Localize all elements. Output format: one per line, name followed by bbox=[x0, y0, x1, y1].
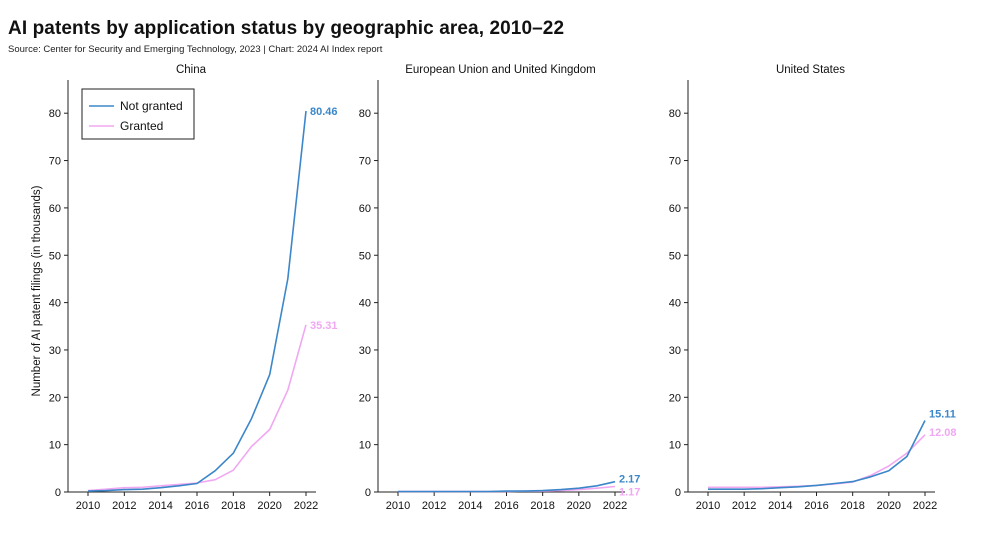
y-tick-label: 10 bbox=[49, 440, 61, 452]
series-line-not-granted bbox=[708, 420, 926, 491]
y-tick-label: 30 bbox=[49, 345, 61, 357]
legend-label-not-granted: Not granted bbox=[120, 99, 183, 113]
x-tick-label: 2020 bbox=[567, 500, 591, 512]
y-tick-label: 80 bbox=[49, 108, 61, 120]
end-label-not-granted: 80.46 bbox=[310, 106, 338, 118]
y-tick-label: 80 bbox=[359, 108, 371, 120]
y-tick-label: 40 bbox=[49, 298, 61, 310]
y-tick-label: 80 bbox=[669, 108, 681, 120]
y-tick-label: 60 bbox=[49, 203, 61, 215]
legend-box bbox=[81, 88, 195, 140]
x-tick-label: 2022 bbox=[913, 500, 937, 512]
chart-source: Source: Center for Security and Emerging… bbox=[8, 44, 383, 55]
y-tick-label: 60 bbox=[359, 203, 371, 215]
y-tick-label: 40 bbox=[359, 298, 371, 310]
x-tick-label: 2012 bbox=[422, 500, 446, 512]
end-label-granted: 1.17 bbox=[619, 486, 640, 498]
end-label-not-granted: 2.17 bbox=[619, 474, 640, 486]
y-tick-label: 40 bbox=[669, 298, 681, 310]
y-tick-label: 0 bbox=[675, 487, 681, 499]
y-tick-label: 20 bbox=[669, 392, 681, 404]
x-tick-label: 2016 bbox=[804, 500, 828, 512]
x-tick-label: 2020 bbox=[877, 500, 901, 512]
x-tick-label: 2016 bbox=[494, 500, 518, 512]
y-tick-label: 0 bbox=[365, 487, 371, 499]
x-tick-label: 2022 bbox=[603, 500, 627, 512]
chart-title: AI patents by application status by geog… bbox=[8, 18, 565, 39]
x-tick-label: 2018 bbox=[221, 500, 245, 512]
x-tick-label: 2010 bbox=[386, 500, 410, 512]
x-tick-label: 2016 bbox=[185, 500, 209, 512]
y-tick-label: 10 bbox=[359, 440, 371, 452]
x-tick-label: 2022 bbox=[294, 500, 318, 512]
series-line-granted bbox=[708, 434, 926, 489]
x-tick-label: 2012 bbox=[112, 500, 136, 512]
y-tick-label: 50 bbox=[49, 250, 61, 262]
x-tick-label: 2020 bbox=[257, 500, 281, 512]
x-tick-label: 2012 bbox=[732, 500, 756, 512]
series-line-granted bbox=[87, 324, 307, 492]
y-tick-label: 30 bbox=[359, 345, 371, 357]
end-label-granted: 35.31 bbox=[310, 320, 338, 332]
y-tick-label: 20 bbox=[359, 392, 371, 404]
y-tick-label: 50 bbox=[359, 250, 371, 262]
y-axis-label: Number of AI patent filings (in thousand… bbox=[31, 185, 43, 396]
end-label-not-granted: 15.11 bbox=[929, 408, 956, 420]
x-tick-label: 2010 bbox=[696, 500, 720, 512]
y-tick-label: 20 bbox=[49, 392, 61, 404]
x-tick-label: 2018 bbox=[530, 500, 554, 512]
legend-label-granted: Granted bbox=[120, 119, 163, 133]
y-tick-label: 70 bbox=[359, 156, 371, 168]
panel-title-2: United States bbox=[776, 64, 845, 76]
y-tick-label: 70 bbox=[669, 156, 681, 168]
end-label-granted: 12.08 bbox=[929, 427, 957, 439]
x-tick-label: 2014 bbox=[768, 500, 792, 512]
y-tick-label: 30 bbox=[669, 345, 681, 357]
y-tick-label: 10 bbox=[669, 440, 681, 452]
y-tick-label: 0 bbox=[55, 487, 61, 499]
x-tick-label: 2014 bbox=[458, 500, 482, 512]
x-tick-label: 2014 bbox=[148, 500, 172, 512]
series-line-not-granted bbox=[398, 480, 616, 493]
series-line-not-granted bbox=[87, 110, 307, 492]
x-tick-label: 2018 bbox=[840, 500, 864, 512]
panel-title-1: European Union and United Kingdom bbox=[405, 64, 596, 76]
y-tick-label: 60 bbox=[669, 203, 681, 215]
y-tick-label: 70 bbox=[49, 156, 61, 168]
panel-title-0: China bbox=[176, 64, 207, 76]
x-tick-label: 2010 bbox=[76, 500, 100, 512]
y-tick-label: 50 bbox=[669, 250, 681, 262]
